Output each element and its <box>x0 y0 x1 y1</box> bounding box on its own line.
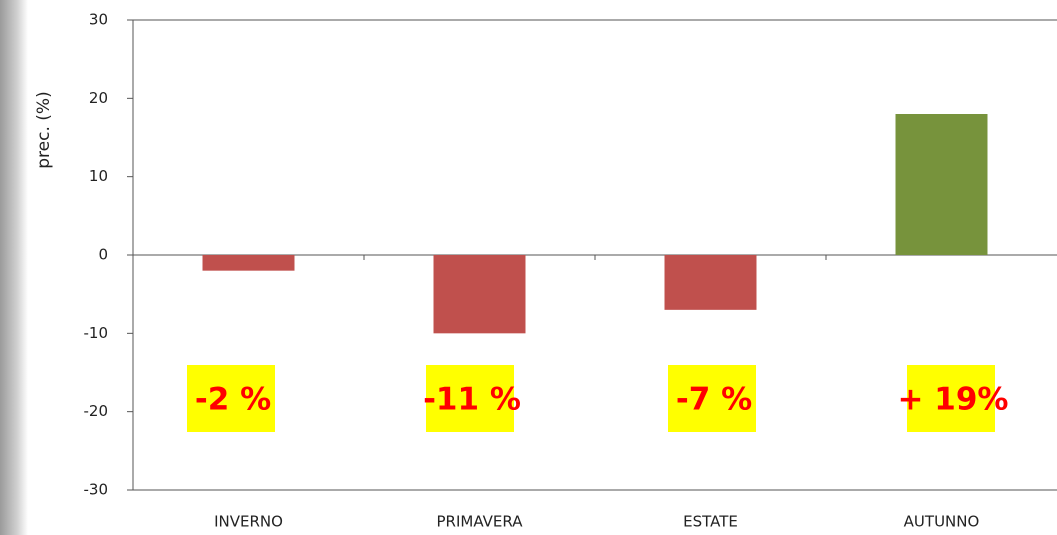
y-tick-label: 0 <box>98 246 108 264</box>
annotation-box <box>668 365 756 432</box>
y-tick-label: -10 <box>84 324 109 342</box>
y-tick-label: 20 <box>89 89 108 107</box>
annotation-box <box>187 365 275 432</box>
x-tick-label: PRIMAVERA <box>437 513 524 531</box>
y-tick-label: -30 <box>84 481 109 499</box>
annotation: -2 % <box>195 382 271 418</box>
annotation: + 19% <box>898 382 1009 418</box>
x-tick-label: INVERNO <box>214 513 283 531</box>
bar <box>202 255 295 271</box>
bar <box>433 255 526 334</box>
annotation: -11 % <box>423 382 521 418</box>
bar <box>664 255 757 310</box>
annotation-box <box>907 365 995 432</box>
y-tick-label: 10 <box>89 167 108 185</box>
side-strip <box>0 0 28 535</box>
y-tick-label: 30 <box>89 11 108 29</box>
y-axis-label: prec. (%) <box>34 91 54 168</box>
x-tick-label: AUTUNNO <box>904 513 980 531</box>
annotation: -7 % <box>676 382 752 418</box>
bar <box>895 114 988 255</box>
annotation-box <box>426 365 514 432</box>
y-tick-label: -20 <box>84 402 109 420</box>
x-tick-label: ESTATE <box>683 513 738 531</box>
